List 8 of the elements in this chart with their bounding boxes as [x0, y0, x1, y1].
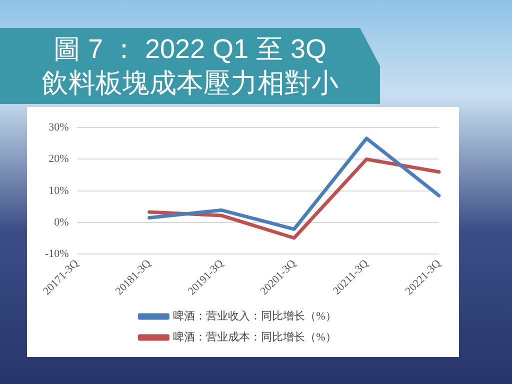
y-tick-label: 20%	[48, 153, 69, 166]
y-tick-label: 0%	[54, 216, 69, 228]
y-tick-label: 10%	[48, 184, 69, 197]
y-tick-label: 30%	[48, 121, 69, 134]
legend-label: 啤酒：营业成本：同比增长（%）	[173, 330, 336, 344]
chart-title: 圖 7 ： 2022 Q1 至 3Q 飲料板塊成本壓力相對小	[40, 33, 340, 100]
y-tick-label: -10%	[45, 248, 69, 260]
legend-label: 啤酒：营业收入：同比增长（%）	[173, 309, 336, 322]
